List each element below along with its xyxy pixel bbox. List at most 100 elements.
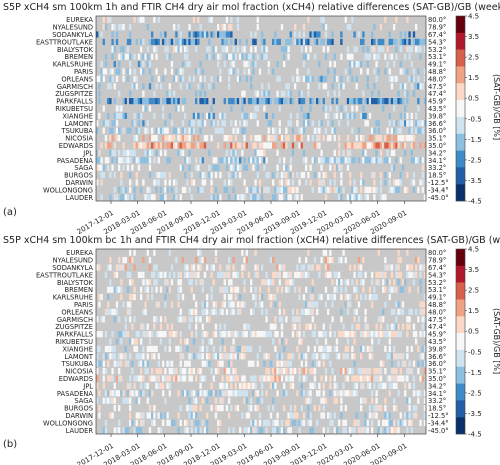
heatmap-cell	[188, 412, 191, 419]
latitude-label: 47.4°	[428, 90, 446, 98]
heatmap-cell	[421, 164, 424, 171]
heatmap-cell	[349, 149, 352, 156]
heatmap-cell	[197, 390, 200, 397]
heatmap-cell	[230, 308, 233, 315]
heatmap-cell	[261, 279, 264, 286]
heatmap-cell	[322, 157, 325, 164]
heatmap-cell	[199, 427, 202, 434]
heatmap-cell	[353, 419, 356, 426]
x-axis-ticks: 2017-12-012018-03-012018-06-012018-09-01…	[76, 434, 408, 465]
heatmap-cell	[111, 353, 114, 360]
heatmap-cell	[170, 419, 174, 426]
heatmap-cell	[219, 308, 222, 315]
heatmap-cell	[107, 264, 110, 271]
heatmap-cell	[318, 294, 321, 301]
heatmap-cell	[201, 31, 204, 38]
heatmap-cell	[151, 390, 154, 397]
heatmap-cell	[298, 127, 301, 134]
heatmap-cell	[113, 98, 116, 105]
heatmap-cell	[419, 264, 422, 271]
colorbar-segment	[456, 150, 465, 168]
heatmap-cell	[360, 271, 363, 278]
heatmap-cell	[164, 135, 167, 142]
heatmap-cell	[115, 301, 119, 308]
heatmap-cell	[375, 331, 378, 338]
heatmap-cell	[393, 179, 396, 186]
heatmap-cell	[166, 279, 169, 286]
heatmap-cell	[212, 31, 215, 38]
heatmap-cell	[122, 427, 125, 434]
heatmap-cell	[159, 331, 163, 338]
heatmap-cell	[225, 286, 229, 293]
heatmap-cell	[296, 172, 299, 179]
heatmap-cell	[388, 375, 391, 382]
heatmap-cell	[280, 331, 284, 338]
heatmap-cell	[333, 90, 336, 97]
heatmap-cell	[137, 157, 141, 164]
heatmap-cell	[140, 46, 143, 53]
heatmap-cell	[197, 135, 200, 142]
heatmap-cell	[175, 105, 178, 112]
heatmap-cell	[417, 83, 420, 90]
heatmap-cell	[228, 360, 231, 367]
heatmap-cell	[340, 279, 343, 286]
row-label: WOLLONGONG	[43, 186, 93, 194]
heatmap-cell	[221, 382, 224, 389]
heatmap-cell	[298, 353, 301, 360]
heatmap-cell	[353, 271, 356, 278]
heatmap-cell	[287, 38, 290, 45]
heatmap-cell	[305, 323, 308, 330]
heatmap-cell	[318, 120, 321, 127]
heatmap-cell	[397, 257, 400, 264]
heatmap-cell	[287, 90, 290, 97]
colorbar-frame	[455, 15, 466, 202]
heatmap-cell	[408, 360, 411, 367]
heatmap-cell	[417, 38, 420, 45]
heatmap-cell	[280, 264, 284, 271]
heatmap-cell	[419, 179, 422, 186]
heatmap-cell	[327, 308, 330, 315]
heatmap-cell	[223, 112, 226, 119]
heatmap-cell	[118, 360, 121, 367]
heatmap-cell	[107, 157, 110, 164]
heatmap-cell	[217, 164, 220, 171]
heatmap-cell	[423, 405, 427, 412]
heatmap-cell	[263, 46, 266, 53]
heatmap-cell	[300, 127, 303, 134]
heatmap-cell	[173, 419, 176, 426]
heatmap-cell	[289, 375, 292, 382]
heatmap-cell	[397, 353, 400, 360]
heatmap-cell	[287, 286, 290, 293]
heatmap-cell	[285, 390, 288, 397]
heatmap-cell	[340, 83, 343, 90]
heatmap-cell	[309, 31, 312, 38]
heatmap-cell	[355, 419, 358, 426]
heatmap-cell	[335, 427, 339, 434]
heatmap-cell	[142, 308, 145, 315]
heatmap-cell	[285, 338, 288, 345]
heatmap-cell	[190, 38, 193, 45]
heatmap-cell	[346, 301, 350, 308]
heatmap-cell	[375, 61, 378, 68]
heatmap-cell	[276, 172, 279, 179]
row-label: BIALYSTOK	[57, 279, 94, 287]
heatmap-cell	[129, 338, 132, 345]
heatmap-cell	[417, 68, 420, 75]
heatmap-cell	[375, 412, 378, 419]
heatmap-cell	[245, 186, 248, 193]
heatmap-cell	[382, 46, 385, 53]
heatmap-cell	[393, 105, 396, 112]
heatmap-cell	[258, 98, 262, 105]
heatmap-cell	[298, 316, 301, 323]
heatmap-cell	[186, 61, 189, 68]
heatmap-cell	[175, 31, 178, 38]
heatmap-cell	[302, 264, 306, 271]
heatmap-cell	[175, 257, 178, 264]
heatmap-cell	[338, 257, 341, 264]
heatmap-cell	[146, 98, 149, 105]
heatmap-cell	[254, 31, 257, 38]
heatmap-cell	[331, 31, 334, 38]
heatmap-cell	[170, 68, 174, 75]
heatmap-cell	[300, 419, 303, 426]
heatmap-cell	[311, 382, 314, 389]
